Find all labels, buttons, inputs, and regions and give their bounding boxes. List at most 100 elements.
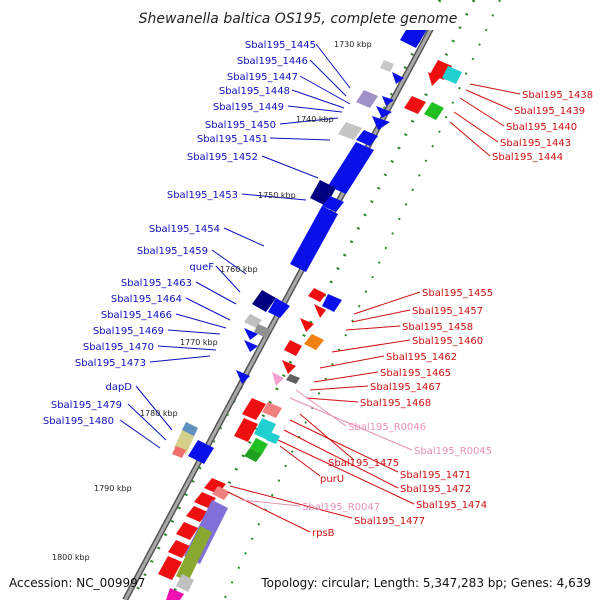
gene-block <box>356 90 378 108</box>
rna-label[interactable]: Sbal195_R0047 <box>302 502 380 513</box>
gene-label[interactable]: Sbal195_1468 <box>360 398 431 409</box>
gene-label[interactable]: Sbal195_1473 <box>75 358 146 369</box>
gene-label[interactable]: Sbal195_1448 <box>219 86 290 97</box>
gene-arrow <box>308 288 326 302</box>
gene-block <box>322 196 344 212</box>
gene-block <box>254 324 272 338</box>
gene-block <box>286 374 300 384</box>
gene-label[interactable]: Sbal195_1466 <box>101 310 172 321</box>
gene-block <box>212 486 230 500</box>
gene-block <box>356 130 378 146</box>
label-connectors <box>119 43 521 533</box>
gene-label[interactable]: purU <box>320 474 344 485</box>
gene-arrow <box>176 522 198 540</box>
rna-label[interactable]: Sbal195_R0045 <box>414 446 492 457</box>
gene-arrow <box>158 556 182 580</box>
gene-label[interactable]: Sbal195_1459 <box>137 246 208 257</box>
gene-label[interactable]: Sbal195_1452 <box>187 152 258 163</box>
tick-label: 1750 kbp <box>258 191 296 200</box>
gene-label[interactable]: Sbal195_1477 <box>354 516 425 527</box>
gene-label[interactable]: Sbal195_1450 <box>205 120 276 131</box>
gene-block <box>290 206 338 272</box>
gene-label[interactable]: Sbal195_1471 <box>400 470 471 481</box>
accession-text: Accession: NC_009997 <box>9 576 145 590</box>
gene-label[interactable]: Sbal195_1445 <box>245 40 316 51</box>
gene-arrow <box>300 318 314 332</box>
gene-block <box>244 448 262 462</box>
gene-block <box>250 438 268 454</box>
tick-label: 1800 kbp <box>52 553 90 562</box>
gene-block <box>424 102 444 120</box>
gene-label[interactable]: Sbal195_1439 <box>514 106 585 117</box>
gene-arrow <box>428 72 440 86</box>
gene-arrow <box>382 96 394 106</box>
gene-arrow <box>376 106 392 118</box>
gene-arrow <box>372 116 390 130</box>
tick-label: 1740 kbp <box>296 115 334 124</box>
gene-label[interactable]: Sbal195_1443 <box>500 138 571 149</box>
gene-label[interactable]: Sbal195_1462 <box>386 352 457 363</box>
gene-arrow <box>244 340 258 352</box>
gene-label[interactable]: Sbal195_1446 <box>237 56 308 67</box>
reverse-genes <box>158 60 462 600</box>
gene-label[interactable]: Sbal195_1470 <box>83 342 154 353</box>
gene-block <box>442 66 462 84</box>
gene-arrow <box>392 72 404 84</box>
gene-label[interactable]: Sbal195_1453 <box>167 190 238 201</box>
gene-label[interactable]: Sbal195_1444 <box>492 152 563 163</box>
gene-arrow <box>186 506 208 522</box>
gene-label[interactable]: Sbal195_1438 <box>522 90 593 101</box>
gene-block <box>266 432 280 444</box>
gene-label[interactable]: Sbal195_1449 <box>213 102 284 113</box>
rna-label[interactable]: Sbal195_R0046 <box>348 422 426 433</box>
gene-arrow <box>284 340 302 356</box>
gene-label[interactable]: Sbal195_1479 <box>51 400 122 411</box>
gene-arrow <box>314 304 326 318</box>
gene-block <box>252 290 276 312</box>
gene-label[interactable]: rpsB <box>312 528 335 539</box>
gene-arrow <box>244 328 258 340</box>
gene-block <box>268 298 290 318</box>
gene-label[interactable]: Sbal195_1475 <box>328 458 399 469</box>
gene-label[interactable]: Sbal195_1465 <box>380 368 451 379</box>
gene-label[interactable]: Sbal195_1480 <box>43 416 114 427</box>
gene-label[interactable]: Sbal195_1458 <box>402 322 473 333</box>
tick-label: 1790 kbp <box>94 484 132 493</box>
title-backdrop <box>140 6 456 30</box>
gene-label[interactable]: Sbal195_1469 <box>93 326 164 337</box>
gene-block <box>380 60 394 72</box>
gene-label[interactable]: dapD <box>105 382 132 393</box>
gene-label[interactable]: Sbal195_1460 <box>412 336 483 347</box>
gene-block <box>176 574 194 592</box>
kbp-tick-labels: 1730 kbp 1740 kbp 1750 kbp 1760 kbp 1770… <box>52 40 372 562</box>
gene-label[interactable]: Sbal195_1457 <box>412 306 483 317</box>
gene-block <box>172 446 186 458</box>
right-gene-labels: Sbal195_1438 Sbal195_1439 Sbal195_1440 S… <box>302 90 593 539</box>
gene-label[interactable]: Sbal195_1440 <box>506 122 577 133</box>
gene-label[interactable]: Sbal195_1472 <box>400 484 471 495</box>
gene-block <box>338 122 362 140</box>
gene-block <box>272 372 284 386</box>
gene-arrow <box>404 96 426 114</box>
gene-arrow <box>188 440 214 464</box>
gene-label[interactable]: Sbal195_1451 <box>197 134 268 145</box>
gene-label[interactable]: Sbal195_1463 <box>121 278 192 289</box>
forward-genes <box>172 20 428 464</box>
gene-arrow <box>236 370 250 384</box>
tick-label: 1760 kbp <box>220 265 258 274</box>
gene-arrow <box>282 360 296 374</box>
gene-label[interactable]: queF <box>189 262 214 273</box>
topology-text: Topology: circular; Length: 5,347,283 bp… <box>260 576 591 590</box>
gene-block <box>304 334 324 350</box>
tick-label: 1770 kbp <box>180 338 218 347</box>
gene-block <box>182 422 198 436</box>
gene-label[interactable]: Sbal195_1467 <box>370 382 441 393</box>
gene-label[interactable]: Sbal195_1454 <box>149 224 220 235</box>
gene-label[interactable]: Sbal195_1447 <box>227 72 298 83</box>
gene-block <box>328 142 374 194</box>
gene-arrow <box>168 540 190 558</box>
gene-label[interactable]: Sbal195_1464 <box>111 294 182 305</box>
gene-label[interactable]: Sbal195_1474 <box>416 500 487 511</box>
gene-label[interactable]: Sbal195_1455 <box>422 288 493 299</box>
